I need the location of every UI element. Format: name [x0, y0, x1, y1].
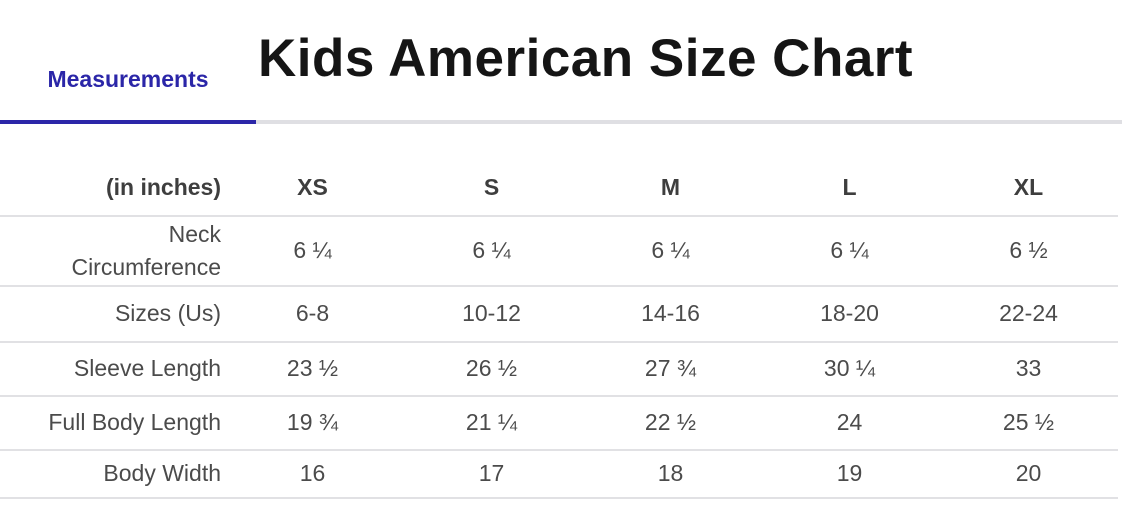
cell-value: 18-20	[820, 300, 879, 327]
cell-value: 6 ¼	[472, 237, 511, 264]
cell-value: 27 ¾	[644, 355, 697, 382]
row-label: Sleeve Length	[73, 355, 221, 382]
table-row-neck-circumference: Neck Circumference 6 ¼ 6 ¼ 6 ¼ 6 ¼ 6 ½	[0, 217, 1118, 287]
row-label: Full Body Length	[48, 409, 221, 436]
size-chart-table: (in inches) XS S M L XL Neck Circumferen…	[0, 160, 1118, 499]
cell-value: 14-16	[641, 300, 700, 327]
cell-value: 10-12	[462, 300, 521, 327]
column-header-s: S	[483, 173, 500, 200]
column-header-xl: XL	[1013, 173, 1044, 200]
tab-measurements-label: Measurements	[47, 65, 209, 92]
cell-value: 30 ¼	[823, 355, 876, 382]
row-label: Sizes (Us)	[114, 300, 221, 327]
cell-value: 16	[299, 460, 326, 487]
cell-value: 19 ¾	[286, 409, 339, 436]
page-title: Kids American Size Chart	[258, 29, 914, 88]
cell-value: 6-8	[295, 300, 330, 327]
cell-value: 22-24	[999, 300, 1058, 327]
row-label-text: Neck Circumference	[71, 220, 221, 280]
table-row-full-body-length: Full Body Length 19 ¾ 21 ¼ 22 ½ 24 25 ½	[0, 397, 1118, 451]
cell-value: 17	[478, 460, 505, 487]
row-label: Body Width	[103, 460, 221, 487]
table-row-sleeve-length: Sleeve Length 23 ½ 26 ½ 27 ¾ 30 ¼ 33	[0, 343, 1118, 397]
table-row-sizes-us: Sizes (Us) 6-8 10-12 14-16 18-20 22-24	[0, 287, 1118, 343]
header: Measurements Kids American Size Chart	[0, 0, 1139, 120]
cell-value: 26 ½	[465, 355, 518, 382]
tab-measurements[interactable]: Measurements	[0, 0, 256, 120]
cell-value: 20	[1015, 460, 1042, 487]
tab-underline-rest	[256, 120, 1122, 124]
cell-value: 6 ¼	[830, 237, 869, 264]
column-header-unit: (in inches)	[105, 173, 221, 200]
column-header-xs: XS	[297, 173, 328, 200]
cell-value: 22 ½	[644, 409, 697, 436]
cell-value: 21 ¼	[465, 409, 518, 436]
cell-value: 23 ½	[286, 355, 339, 382]
row-label: Neck Circumference	[0, 218, 223, 285]
cell-value: 18	[657, 460, 684, 487]
table-row-body-width: Body Width 16 17 18 19 20	[0, 451, 1118, 499]
cell-value: 6 ¼	[651, 237, 690, 264]
table-header-row: (in inches) XS S M L XL	[0, 160, 1118, 217]
column-header-m: M	[660, 173, 681, 200]
tab-underline	[0, 120, 1122, 124]
tab-underline-active	[0, 120, 256, 124]
column-header-l: L	[842, 173, 857, 200]
cell-value: 33	[1015, 355, 1042, 382]
cell-value: 6 ½	[1009, 237, 1048, 264]
cell-value: 25 ½	[1002, 409, 1055, 436]
cell-value: 6 ¼	[293, 237, 332, 264]
cell-value: 19	[836, 460, 863, 487]
cell-value: 24	[836, 409, 863, 436]
